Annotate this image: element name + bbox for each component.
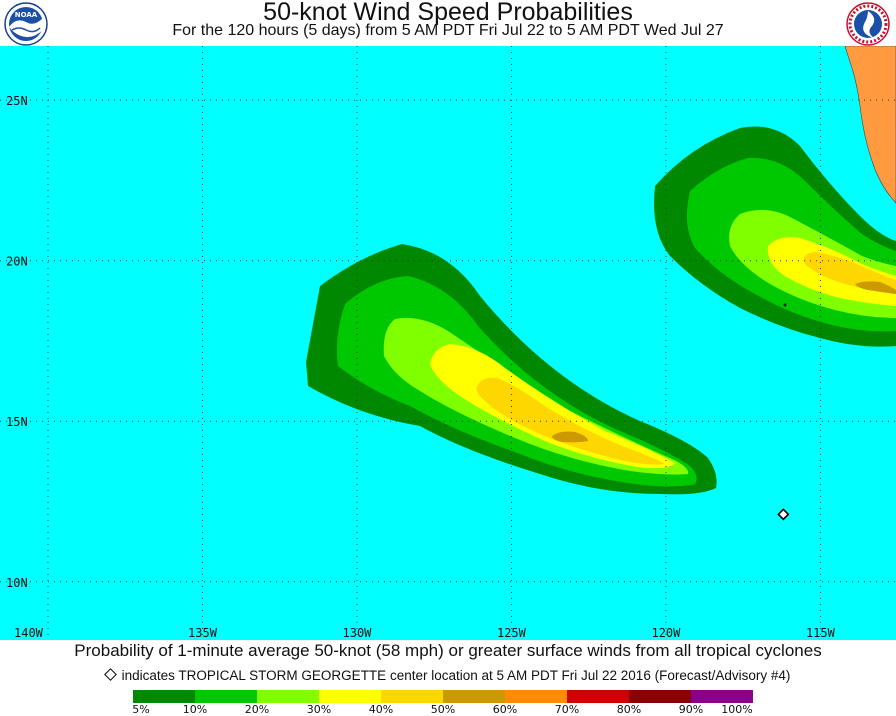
legend-label: 30% [306,703,332,716]
legend-swatch [505,690,567,703]
probability-swath-west [306,244,717,495]
legend-label: 5% [132,703,150,716]
legend-swatch [319,690,381,703]
longitude-label: 130W [343,626,373,640]
chart-subtitle: For the 120 hours (5 days) from 5 AM PDT… [172,22,724,39]
storm-note-text: indicates TROPICAL STORM GEORGETTE cente… [121,668,791,683]
longitude-label: 120W [651,626,681,640]
longitude-label: 135W [188,626,218,640]
lat-lon-labels: 25N 20N 15N 10N 140W 135W 130W 125W 120W 115W [6,94,836,640]
longitude-label: 115W [806,626,836,640]
storm-note: indicates TROPICAL STORM GEORGETTE cente… [0,667,896,685]
legend-swatch [629,690,691,703]
legend-swatch [195,690,257,703]
header: NOAA 50-knot Wind Speed Probabilities Fo… [0,0,896,46]
legend-swatch [691,690,753,703]
legend-label: 90% [678,703,704,716]
color-legend [133,690,753,703]
probability-swath-east [654,126,896,347]
legend-label: 70% [554,703,580,716]
national-weather-service-logo [846,2,890,46]
latitude-label: 25N [6,94,28,108]
storm-center-marker [777,508,790,521]
legend-swatch [133,690,195,703]
legend-swatch [381,690,443,703]
wind-probability-map: 25N 20N 15N 10N 140W 135W 130W 125W 120W 115W [0,46,896,640]
legend-label: 50% [430,703,456,716]
latitude-label: 10N [6,576,28,590]
legend-label: 40% [368,703,394,716]
legend-label: 10% [182,703,208,716]
latitude-label: 15N [6,415,28,429]
diamond-icon [103,668,117,681]
land-mexico [844,46,896,204]
svg-text:NOAA: NOAA [15,11,38,19]
legend-swatch [443,690,505,703]
map-caption: Probability of 1-minute average 50-knot … [74,641,822,660]
legend-label: 60% [492,703,518,716]
legend-swatch [257,690,319,703]
noaa-logo: NOAA [4,2,48,46]
legend-swatch [567,690,629,703]
legend-label: 80% [616,703,642,716]
latitude-label: 20N [6,255,28,269]
longitude-label: 125W [497,626,527,640]
chart-title: 50-knot Wind Speed Probabilities [263,0,633,26]
legend-label: 20% [244,703,270,716]
legend-label: 100% [721,703,753,716]
longitude-label: 140W [14,626,44,640]
